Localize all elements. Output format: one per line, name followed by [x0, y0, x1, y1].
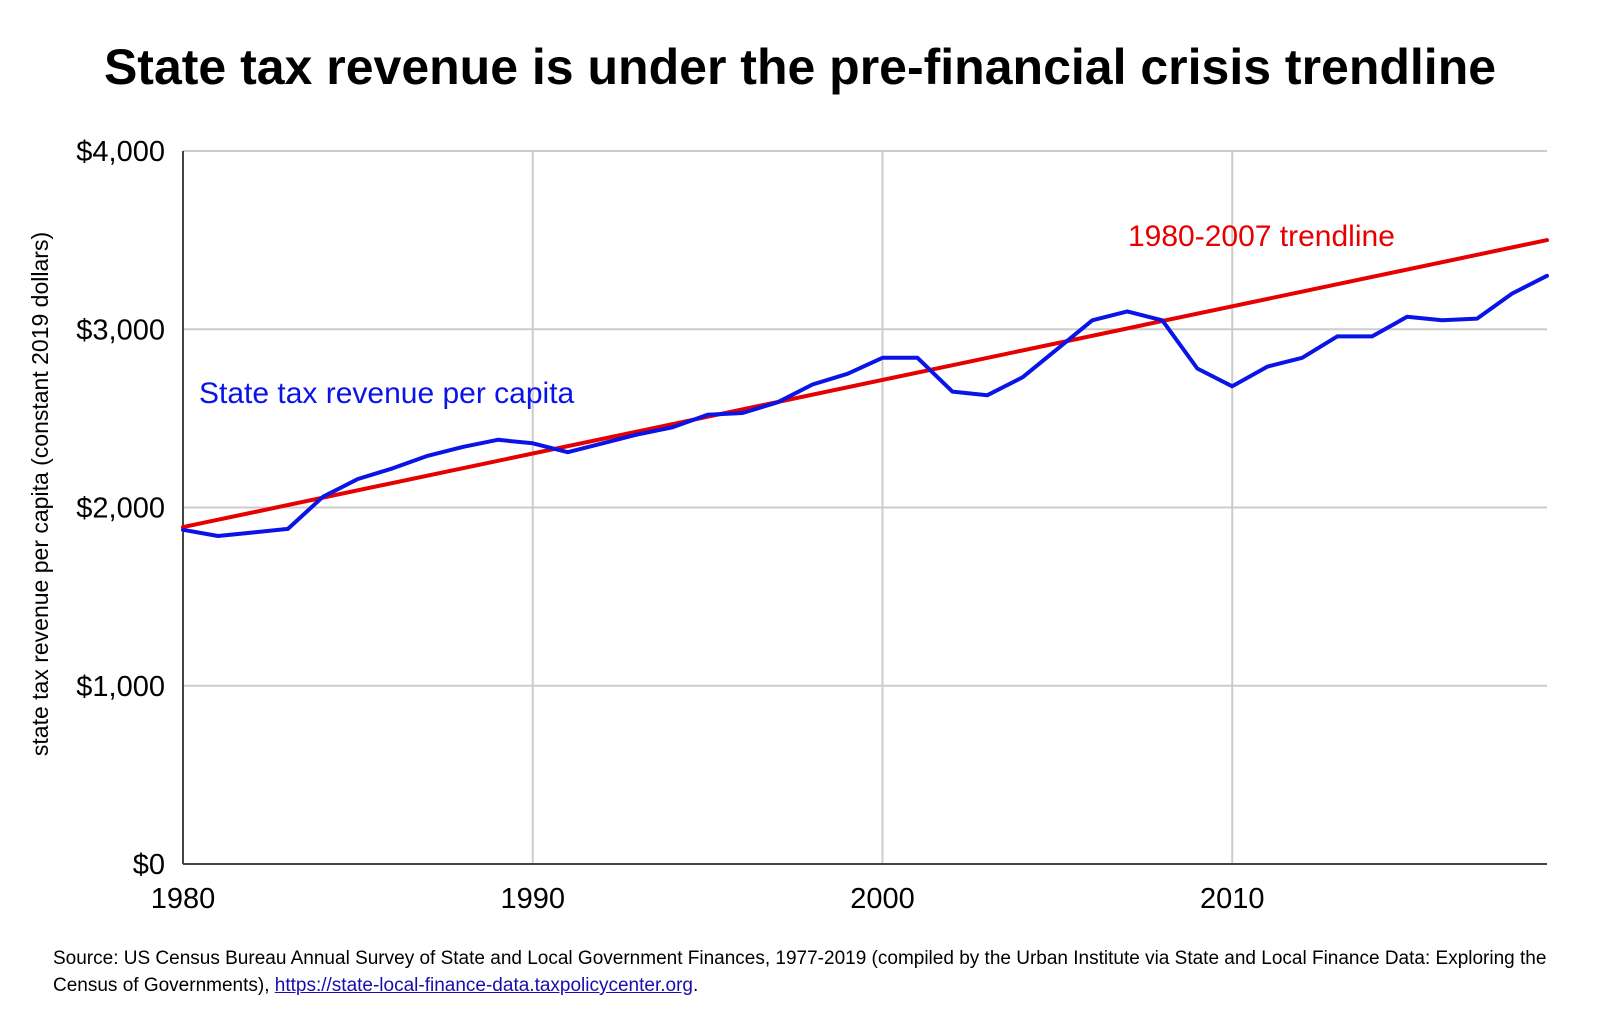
y-tick-label: $4,000 — [76, 136, 165, 168]
y-tick-label: $2,000 — [76, 493, 165, 525]
grid-lines — [183, 150, 1547, 864]
source-text: Source: US Census Bureau Annual Survey o… — [53, 948, 1547, 996]
line-chart: $0 $1,000 $2,000 $3,000 $4,000 1980 1990 2000 20… — [27, 136, 1549, 915]
series-lines — [181, 238, 1549, 538]
annotation-revenue-series: State tax revenue per capita — [199, 377, 575, 410]
x-tick-label: 1980 — [151, 883, 216, 915]
chart-title: State tax revenue is under the pre-finan… — [103, 39, 1497, 95]
annotation-trendline: 1980-2007 trendline — [1128, 220, 1395, 253]
y-tick-label: $1,000 — [76, 671, 165, 703]
source-note: Source: US Census Bureau Annual Survey o… — [53, 945, 1573, 999]
source-link[interactable]: https://state-local-finance-data.taxpoli… — [274, 975, 693, 996]
y-tick-label: $0 — [133, 849, 165, 881]
y-axis-label: state tax revenue per capita (constant 2… — [27, 232, 53, 756]
y-tick-label: $3,000 — [76, 314, 165, 346]
tick-labels: $0 $1,000 $2,000 $3,000 $4,000 1980 1990 2000 20… — [76, 136, 1264, 915]
revenue-series-line — [181, 273, 1549, 538]
source-trailing: . — [693, 975, 699, 996]
x-tick-label: 2000 — [850, 883, 915, 915]
x-tick-label: 1990 — [500, 883, 565, 915]
axes — [182, 151, 1547, 865]
x-tick-label: 2010 — [1200, 883, 1265, 915]
trendline-series-line — [181, 238, 1549, 530]
